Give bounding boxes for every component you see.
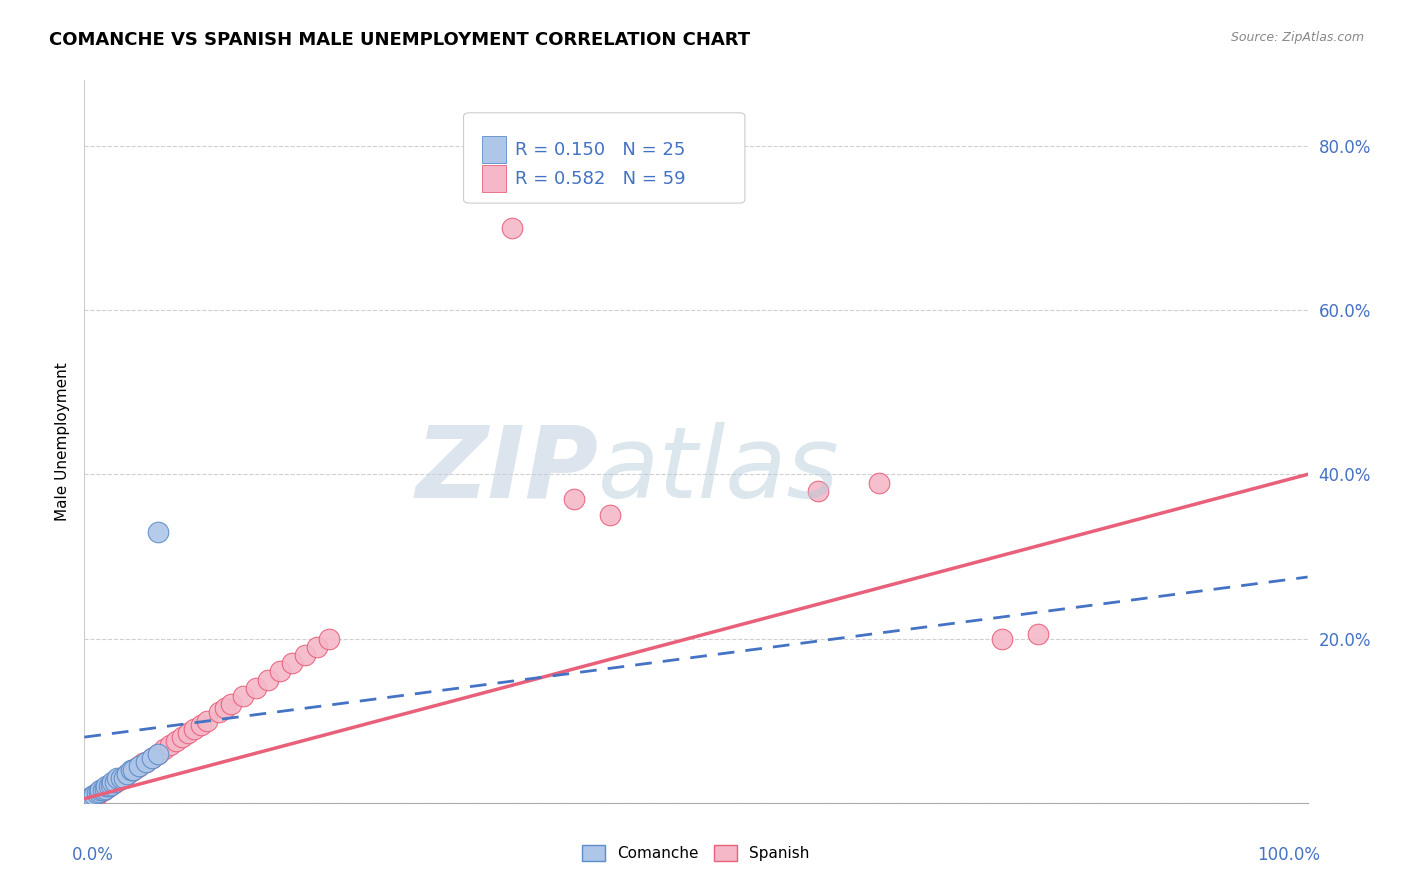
Point — [97, 780, 120, 794]
Point — [112, 771, 135, 785]
Point — [97, 780, 120, 795]
Point — [269, 665, 291, 679]
Point — [100, 778, 122, 792]
Point — [115, 767, 138, 781]
Point — [110, 771, 132, 785]
Point — [245, 681, 267, 695]
Point — [107, 772, 129, 787]
Point — [135, 755, 157, 769]
Point — [257, 673, 280, 687]
Point — [80, 789, 103, 804]
Point — [141, 750, 163, 764]
Point — [89, 783, 111, 797]
Point — [82, 789, 104, 804]
FancyBboxPatch shape — [464, 112, 745, 203]
Point — [183, 722, 205, 736]
Point — [991, 632, 1014, 646]
Point — [122, 763, 145, 777]
Point — [165, 734, 187, 748]
Point — [118, 765, 141, 780]
Point — [89, 784, 111, 798]
Point — [90, 783, 112, 797]
Point — [83, 789, 105, 803]
Point — [87, 785, 110, 799]
Point — [146, 747, 169, 761]
Y-axis label: Male Unemployment: Male Unemployment — [55, 362, 70, 521]
Point — [94, 781, 117, 796]
Point — [96, 780, 118, 795]
Point — [190, 718, 212, 732]
Point — [84, 788, 107, 802]
Point — [91, 782, 114, 797]
Point — [153, 742, 176, 756]
Point — [103, 776, 125, 790]
Text: 0.0%: 0.0% — [72, 847, 114, 864]
Text: COMANCHE VS SPANISH MALE UNEMPLOYMENT CORRELATION CHART: COMANCHE VS SPANISH MALE UNEMPLOYMENT CO… — [49, 31, 751, 49]
Point — [77, 791, 100, 805]
Point — [172, 730, 194, 744]
Point — [177, 726, 200, 740]
Point — [112, 770, 135, 784]
Point — [105, 771, 128, 785]
Point — [219, 698, 242, 712]
Point — [97, 780, 120, 794]
Point — [80, 790, 103, 805]
Point — [87, 786, 110, 800]
Point — [79, 790, 101, 805]
Point — [76, 793, 98, 807]
Point — [110, 771, 132, 785]
Point — [807, 483, 830, 498]
Point — [305, 640, 328, 654]
Point — [87, 785, 110, 799]
Point — [232, 689, 254, 703]
Point — [502, 221, 524, 235]
Point — [562, 491, 585, 506]
Point — [120, 763, 142, 777]
Text: atlas: atlas — [598, 422, 839, 519]
Text: 100.0%: 100.0% — [1257, 847, 1320, 864]
Legend: Comanche, Spanish: Comanche, Spanish — [576, 839, 815, 867]
Point — [159, 739, 181, 753]
Point — [86, 786, 108, 800]
Point — [93, 783, 115, 797]
Point — [79, 790, 101, 805]
Point — [141, 750, 163, 764]
Point — [77, 793, 100, 807]
Point — [869, 475, 891, 490]
Point — [132, 756, 155, 771]
Point — [91, 783, 114, 797]
Point — [146, 747, 169, 761]
Point — [104, 775, 127, 789]
Point — [281, 657, 304, 671]
Point — [214, 701, 236, 715]
Point — [1028, 627, 1050, 641]
Point — [100, 778, 122, 792]
Point — [105, 773, 128, 788]
FancyBboxPatch shape — [482, 165, 506, 193]
Point — [115, 767, 138, 781]
Point — [96, 780, 118, 794]
Text: R = 0.150   N = 25: R = 0.150 N = 25 — [515, 141, 685, 159]
Point — [83, 788, 105, 802]
Point — [195, 714, 218, 728]
Point — [77, 792, 100, 806]
Point — [208, 706, 231, 720]
Text: ZIP: ZIP — [415, 422, 598, 519]
Point — [128, 759, 150, 773]
Point — [94, 781, 117, 796]
Point — [318, 632, 340, 646]
FancyBboxPatch shape — [482, 136, 506, 163]
Point — [104, 775, 127, 789]
Point — [122, 763, 145, 777]
Point — [599, 508, 621, 523]
Text: R = 0.582   N = 59: R = 0.582 N = 59 — [515, 169, 686, 187]
Point — [135, 755, 157, 769]
Text: Source: ZipAtlas.com: Source: ZipAtlas.com — [1230, 31, 1364, 45]
Point — [125, 761, 148, 775]
Point — [146, 524, 169, 539]
Point — [294, 648, 316, 662]
Point — [101, 775, 124, 789]
Point — [128, 759, 150, 773]
Point — [86, 788, 108, 802]
